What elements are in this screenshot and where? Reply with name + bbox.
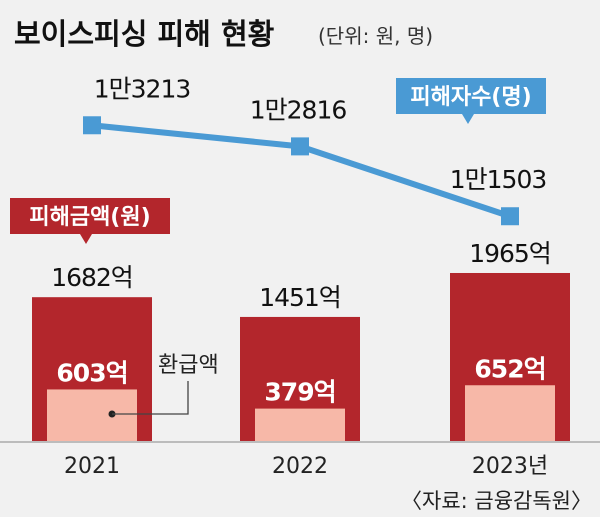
bar-layer bbox=[32, 272, 570, 441]
chart-title: 보이스피싱 피해 현황 bbox=[14, 17, 275, 51]
x-tick-label: 2023년 bbox=[472, 454, 548, 479]
victims-tag-label: 피해자수(명) bbox=[410, 85, 531, 110]
victims-legend-tag: 피해자수(명) bbox=[396, 78, 546, 124]
refund-value-label: 379억 bbox=[264, 378, 335, 407]
refund-callout-line bbox=[112, 381, 189, 415]
victims-point bbox=[83, 116, 101, 135]
damage-value-label: 1451억 bbox=[259, 283, 341, 312]
label-layer: 1682억 603억 1451억 379억 1965억 652억 bbox=[51, 239, 552, 407]
refund-value-label: 603억 bbox=[56, 358, 127, 387]
victims-value-label: 1만3213 bbox=[94, 74, 191, 103]
damage-tag-box bbox=[10, 198, 170, 234]
damage-tag-pointer bbox=[80, 234, 92, 244]
refund-bar bbox=[47, 389, 137, 441]
x-axis-ticks: 2021 2022 2023년 bbox=[64, 454, 548, 479]
victims-tag-pointer bbox=[462, 114, 474, 124]
source-note: 〈자료: 금융감독원〉 bbox=[401, 489, 592, 513]
damage-legend-tag: 피해금액(원) bbox=[10, 198, 170, 244]
refund-bar bbox=[255, 408, 345, 441]
damage-tag-label: 피해금액(원) bbox=[29, 205, 150, 230]
victims-point bbox=[501, 207, 519, 226]
damage-value-label: 1965억 bbox=[469, 239, 551, 268]
damage-value-label: 1682억 bbox=[51, 263, 133, 292]
victims-value-label: 1만1503 bbox=[450, 165, 547, 194]
refund-bar bbox=[465, 385, 555, 441]
victims-tag-box bbox=[396, 78, 546, 114]
victims-value-label: 1만2816 bbox=[250, 95, 347, 124]
refund-callout: 환급액 bbox=[108, 353, 219, 418]
victims-point bbox=[291, 137, 309, 156]
refund-value-label: 652억 bbox=[474, 354, 545, 383]
line-layer: 1만3213 1만2816 1만1503 bbox=[83, 74, 547, 226]
refund-callout-label: 환급액 bbox=[158, 353, 219, 378]
x-tick-label: 2021 bbox=[64, 454, 120, 479]
x-tick-label: 2022 bbox=[272, 454, 328, 479]
unit-note: (단위: 원, 명) bbox=[318, 24, 433, 48]
